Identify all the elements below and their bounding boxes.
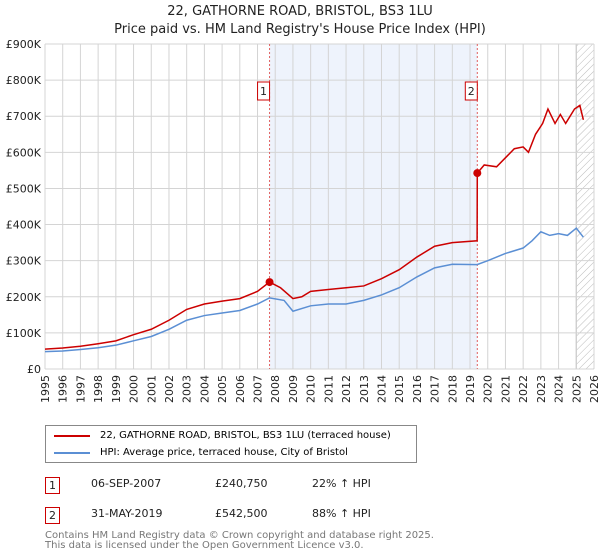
y-tick-label: £300K: [6, 255, 42, 268]
x-tick-label: 2020: [482, 375, 495, 403]
x-tick-label: 2016: [411, 375, 424, 403]
y-tick-label: £500K: [6, 182, 42, 195]
y-tick-label: £800K: [6, 74, 42, 87]
footer-line: This data is licensed under the Open Gov…: [45, 540, 364, 551]
y-tick-label: £200K: [6, 291, 42, 304]
sale-label: 1: [260, 85, 267, 98]
x-tick-label: 2015: [393, 375, 406, 403]
sale-label-box: [257, 81, 271, 101]
hpi-line: [44, 227, 584, 353]
x-tick-label: 2026: [588, 375, 600, 403]
x-tick-label: 1996: [57, 375, 70, 403]
footer: Contains HM Land Registry data © Crown c…: [45, 531, 434, 551]
x-tick-label: 1998: [92, 375, 105, 403]
x-tick-label: 1999: [110, 375, 123, 403]
y-tick-label: £0: [27, 363, 41, 376]
chart-title: 22, GATHORNE ROAD, BRISTOL, BS3 1LU: [167, 4, 433, 19]
legend-label-hpi: HPI: Average price, terraced house, City…: [100, 447, 348, 458]
sale-date: 31-MAY-2019: [91, 507, 163, 520]
x-tick-label: 1995: [39, 375, 52, 403]
chart-subtitle: Price paid vs. HM Land Registry's House …: [114, 22, 486, 37]
x-tick-label: 2009: [287, 375, 300, 403]
sale-label-box: [464, 81, 478, 101]
x-tick-label: 2023: [535, 375, 548, 403]
sale-point: [265, 278, 274, 287]
x-tick-label: 2004: [198, 375, 211, 403]
legend-line-hpi: [54, 451, 90, 454]
sale-badge: 2: [45, 507, 60, 524]
future-hatch: [576, 44, 594, 369]
x-tick-label: 2017: [429, 375, 442, 403]
sale-date: 06-SEP-2007: [91, 477, 162, 490]
x-tick-label: 2006: [234, 375, 247, 403]
x-tick-label: 2018: [446, 375, 459, 403]
sale-hpi: 88% ↑ HPI: [312, 507, 371, 520]
plot-area: 1995 1996 1997 1998 1999 2000 2001 2002 2003 2004…: [6, 38, 600, 403]
x-tick-label: 1997: [74, 375, 87, 403]
x-tick-label: 2011: [322, 375, 335, 403]
y-tick-label: £100K: [6, 327, 42, 340]
x-tick-label: 2010: [305, 375, 318, 403]
sale-hpi: 22% ↑ HPI: [312, 477, 371, 490]
x-tick-label: 2014: [375, 375, 388, 403]
x-tick-label: 2007: [252, 375, 265, 403]
y-tick-label: £700K: [6, 110, 42, 123]
sale-point: [473, 169, 482, 178]
x-tick-label: 2005: [216, 375, 229, 403]
legend-label-property: 22, GATHORNE ROAD, BRISTOL, BS3 1LU (ter…: [100, 430, 391, 441]
x-tick-label: 2001: [145, 375, 158, 403]
sale-price: £542,500: [215, 507, 268, 520]
x-tick-label: 2025: [570, 375, 583, 403]
x-tick-label: 2000: [128, 375, 141, 403]
x-tick-label: 2002: [163, 375, 176, 403]
x-tick-label: 2013: [358, 375, 371, 403]
property-price-line: [44, 104, 585, 350]
footer-line: Contains HM Land Registry data © Crown c…: [45, 530, 434, 541]
y-tick-label: £600K: [6, 146, 42, 159]
y-tick-label: £900K: [6, 38, 42, 51]
legend: 22, GATHORNE ROAD, BRISTOL, BS3 1LU (ter…: [45, 425, 417, 463]
x-tick-label: 2022: [517, 375, 530, 403]
sale-label: 2: [468, 85, 475, 98]
x-tick-label: 2003: [181, 375, 194, 403]
sale-badge: 1: [45, 477, 60, 494]
sale-period-shade: [269, 44, 478, 369]
x-tick-label: 2024: [553, 375, 566, 403]
x-tick-label: 2008: [269, 375, 282, 403]
x-tick-label: 2021: [499, 375, 512, 403]
sale-price: £240,750: [215, 477, 268, 490]
x-tick-label: 2019: [464, 375, 477, 403]
legend-line-property: [54, 434, 90, 437]
y-tick-label: £400K: [6, 219, 42, 232]
x-tick-label: 2012: [340, 375, 353, 403]
